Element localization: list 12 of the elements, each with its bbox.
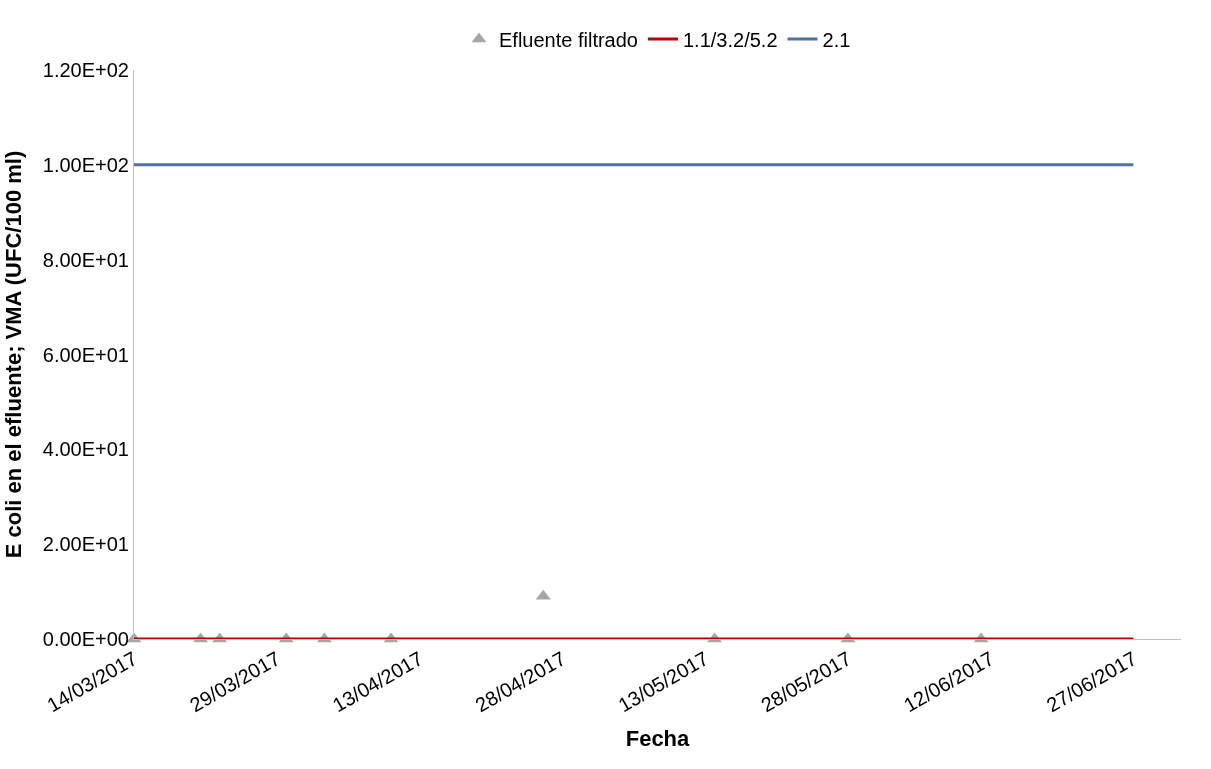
x-axis-title: Fecha [625, 726, 691, 752]
y-tick-label: 8.00E+01 [42, 248, 129, 271]
y-tick-label: 0.00E+00 [42, 628, 129, 650]
y-tick-label: 6.00E+01 [42, 343, 129, 366]
y-tick-label: 1.00E+02 [42, 153, 129, 176]
legend-label: 1.1/3.2/5.2 [682, 28, 778, 51]
y-axis-title: E coli en el efluente; VMA (UFC/100 ml) [0, 150, 26, 559]
y-tick-label: 1.20E+02 [42, 59, 129, 81]
legend-label: 2.1 [822, 28, 851, 51]
y-tick-label: 2.00E+01 [42, 533, 129, 556]
y-tick-label: 4.00E+01 [42, 438, 129, 461]
legend-label: Efluente filtrado [499, 28, 638, 51]
